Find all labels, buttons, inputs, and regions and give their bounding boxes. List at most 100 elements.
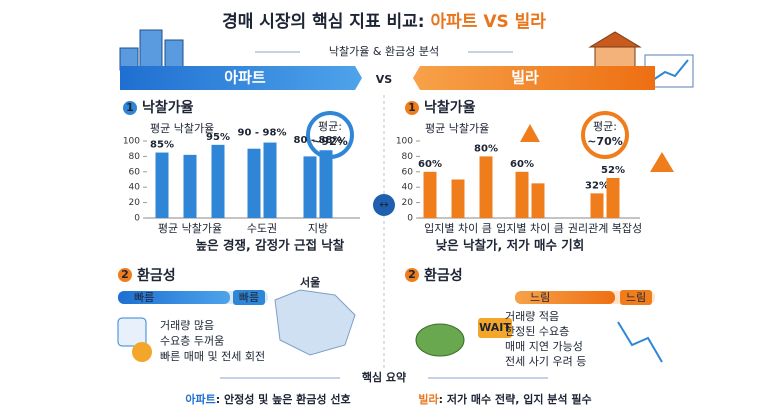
value-label: 60% — [510, 159, 534, 170]
point: 전세 사기 우려 등 — [505, 355, 586, 368]
x-tick-label: 평균 낙찰가율 — [158, 222, 222, 235]
value-label: 32% — [585, 180, 609, 191]
value-label: 95% — [206, 132, 230, 143]
badge — [581, 111, 629, 159]
section-number: 1 — [126, 101, 134, 114]
x-tick-label: 권리관계 복잡성 — [568, 222, 642, 235]
section-title: 낙찰가율 — [142, 99, 194, 116]
decline-icon — [617, 321, 663, 363]
vs: VS — [376, 73, 393, 86]
y-tick-label: 100 — [123, 137, 140, 147]
y-tick-label: 0 — [134, 214, 140, 224]
seoul-map — [274, 289, 356, 356]
title-highlight: 아파트 VS 빌라 — [431, 12, 547, 32]
bar — [423, 171, 437, 218]
badge-value: ~70% — [587, 135, 623, 148]
point: 한정된 수요층 — [505, 325, 569, 338]
speed-tag: 느림 — [626, 291, 646, 304]
speed-label: 느림 — [530, 291, 550, 304]
swap-arrow: ↔ — [379, 198, 388, 211]
speed-fill — [515, 291, 615, 304]
bar — [263, 142, 277, 218]
summary-label: 빌라 — [418, 392, 439, 406]
summary-apartment: 아파트: 안정성 및 높은 환금성 선호 — [185, 392, 350, 406]
summary-text: : 안정성 및 높은 환금성 선호 — [216, 392, 351, 406]
apartment-banner-text: 아파트 — [224, 69, 266, 87]
section-number-badge — [123, 101, 137, 115]
summary-villa: 빌라: 저가 매수 전략, 입지 분석 필수 — [418, 392, 591, 406]
bar — [319, 150, 333, 218]
wait-sign-text: WAIT — [479, 321, 511, 334]
point: 빠른 매매 및 전세 회전 — [160, 350, 265, 363]
section-number-badge — [405, 101, 419, 115]
bar — [247, 148, 261, 218]
apartment-banner — [120, 66, 362, 90]
bar — [183, 154, 197, 218]
bar — [590, 193, 604, 218]
speed-tag: 빠름 — [239, 291, 259, 304]
coin-icon — [132, 342, 152, 362]
speed-label: 빠름 — [134, 291, 154, 304]
caption: 높은 경쟁, 감정가 근접 낙찰 — [196, 238, 345, 253]
bar — [606, 177, 620, 218]
point: 거래량 적음 — [505, 310, 559, 323]
y-tick-label: 20 — [129, 198, 141, 208]
badge-label: 평균: — [318, 120, 342, 133]
section-number: 1 — [408, 101, 416, 114]
y-tick-label: 0 — [407, 214, 413, 224]
villa-icon — [588, 31, 694, 88]
bar — [515, 171, 529, 218]
section-title: 환금성 — [137, 267, 176, 284]
swap-icon — [373, 194, 395, 216]
y-tick-label: 60 — [129, 167, 141, 177]
y-tick-label: 60 — [402, 167, 414, 177]
value-label: 85% — [150, 140, 174, 151]
y-tick-label: 20 — [402, 198, 414, 208]
point: 수요층 두꺼움 — [160, 335, 224, 348]
summary-label: 아파트 — [185, 392, 215, 406]
x-tick-label: 입지별 차이 큼 — [424, 222, 492, 235]
warning-icon — [650, 152, 674, 172]
section-number-badge — [405, 268, 419, 282]
y-tick-label: 80 — [402, 152, 414, 162]
bar — [155, 152, 169, 218]
section-title: 낙찰가율 — [424, 99, 476, 116]
title-main: 경매 시장의 핵심 지표 비교: — [222, 12, 425, 32]
calendar-icon — [117, 317, 147, 347]
value-label: 80% — [474, 143, 498, 154]
map-label: 서울 — [300, 275, 320, 289]
y-tick-label: 40 — [129, 183, 141, 193]
speed-fill — [118, 291, 230, 304]
y-tick-label: 80 — [129, 152, 141, 162]
chart-title: 평균 낙찰가율 — [425, 122, 489, 135]
x-tick-label: 지방 — [308, 222, 328, 235]
range-label: 90 - 98% — [238, 128, 287, 139]
bar — [479, 156, 493, 218]
y-tick-label: 100 — [396, 137, 413, 147]
speed-tag-box — [620, 290, 652, 305]
apartment-icon — [119, 29, 184, 71]
range-label: 80 - 88% — [294, 135, 343, 146]
bar — [211, 144, 225, 218]
summary-text: : 저가 매수 전략, 입지 분석 필수 — [439, 392, 592, 406]
point: 매매 지연 가능성 — [505, 340, 583, 353]
turtle-icon — [415, 323, 465, 357]
villa-banner-text: 빌라 — [511, 69, 539, 87]
warning-icon — [520, 124, 540, 142]
x-tick-label: 입지별 차이 큼 — [496, 222, 564, 235]
section-title: 환금성 — [424, 267, 463, 284]
y-tick-label: 40 — [402, 183, 414, 193]
point: 거래량 많음 — [160, 319, 214, 332]
badge-label: 평균: — [593, 120, 617, 133]
caption: 낮은 낙찰가, 저가 매수 기회 — [436, 238, 585, 253]
bar — [451, 179, 465, 218]
value-label: 52% — [601, 165, 625, 176]
badge-value: ~92% — [312, 135, 348, 148]
bar — [531, 183, 545, 218]
chart-title: 평균 낙찰가율 — [150, 122, 214, 135]
summary-title: 핵심 요약 — [362, 370, 406, 384]
villa-banner — [413, 66, 655, 90]
